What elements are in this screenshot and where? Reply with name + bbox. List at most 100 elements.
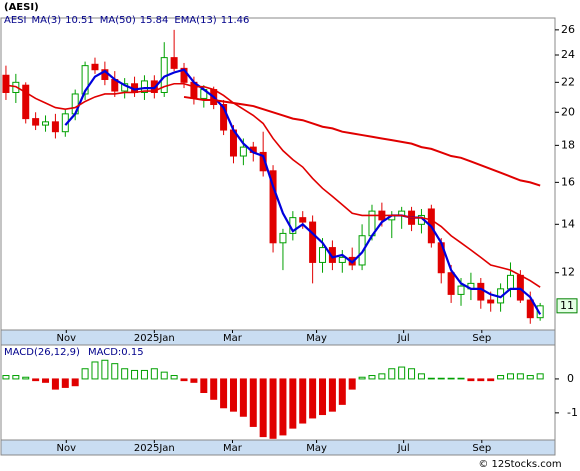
candle-body — [487, 299, 495, 304]
candle-body — [457, 285, 465, 295]
candle-body — [319, 247, 327, 263]
indicator-line — [5, 82, 541, 288]
macd-bar — [516, 373, 524, 380]
legend-text: MACD(26,12,9) — [4, 347, 80, 358]
chart-title: (AESI) — [4, 2, 39, 13]
macd-bar — [368, 375, 376, 380]
legend-text: EMA(13) — [174, 15, 216, 26]
macd-bar — [42, 378, 50, 383]
macd-bar — [140, 369, 148, 380]
macd-bar — [328, 378, 336, 412]
macd-bar — [299, 378, 307, 424]
candle-body — [180, 67, 188, 83]
macd-bar — [71, 378, 79, 387]
macd-panel — [0, 344, 556, 441]
candle-body — [42, 121, 50, 126]
candle-body — [279, 232, 287, 244]
macd-bar — [121, 368, 129, 380]
macd-bar — [447, 377, 455, 380]
macd-bar — [111, 363, 119, 380]
macd-bar — [437, 377, 445, 380]
candle-body — [239, 146, 247, 157]
legend-text: MA(50) — [100, 15, 136, 26]
macd-bar — [51, 378, 59, 390]
macd-bar — [408, 368, 416, 380]
candle-body — [477, 282, 485, 301]
y-tick-label: 14 — [561, 217, 575, 230]
x-tick-label: Nov — [57, 443, 77, 454]
x-tick-label: Mar — [223, 443, 243, 454]
candle-body — [22, 84, 30, 120]
macd-bar — [200, 378, 208, 393]
candle-body — [338, 256, 346, 263]
macd-bar — [467, 378, 475, 382]
x-tick-label: May — [306, 443, 327, 454]
price-marker-label: 11 — [560, 299, 574, 312]
macd-bar — [427, 377, 435, 380]
y-tick-label: 20 — [561, 105, 575, 118]
macd-bar — [12, 375, 20, 380]
macd-bar — [378, 373, 386, 380]
x-tick-label: 2025Jan — [134, 443, 175, 454]
macd-bar — [309, 378, 317, 419]
macd-bar — [81, 368, 89, 380]
x-tick-label: Jul — [397, 443, 410, 454]
y-tick-label: -1 — [567, 406, 578, 419]
legend-text: AESI — [4, 15, 26, 26]
macd-bar — [497, 375, 505, 380]
candle-body — [91, 63, 99, 71]
macd-bar — [131, 369, 139, 380]
macd-bar — [32, 378, 40, 382]
y-tick-label: 18 — [561, 138, 575, 151]
macd-bar — [358, 376, 366, 380]
candle-body — [269, 170, 277, 244]
x-tick-label: May — [306, 333, 327, 344]
y-tick-label: 12 — [561, 266, 575, 279]
legend-text: MA(3) — [31, 15, 61, 26]
macd-bar — [269, 378, 277, 439]
candle-body — [51, 121, 59, 133]
macd-bar — [536, 373, 544, 380]
candle-body — [32, 118, 40, 126]
watermark: © 12Stocks.com — [478, 459, 561, 470]
candle-body — [309, 221, 317, 263]
candle-body — [140, 80, 148, 93]
x-tick-label: Sep — [472, 333, 491, 344]
macd-bar — [91, 361, 99, 380]
macd-bar — [239, 378, 247, 417]
macd-bar — [160, 371, 168, 380]
macd-bar — [259, 378, 267, 438]
date-strip — [0, 439, 556, 456]
candle-body — [220, 104, 228, 131]
macd-bar — [477, 378, 485, 382]
macd-bar — [2, 375, 10, 380]
macd-bar — [417, 373, 425, 380]
candle-body — [536, 305, 544, 319]
y-tick-label: 24 — [561, 48, 575, 61]
macd-bar — [249, 378, 257, 427]
legend-text: 11.46 — [221, 15, 250, 26]
macd-bar — [457, 377, 465, 380]
y-tick-label: 16 — [561, 175, 575, 188]
y-tick-label: 22 — [561, 75, 575, 88]
x-tick-label: 2025Jan — [134, 333, 175, 344]
x-tick-label: Sep — [472, 443, 491, 454]
macd-bar — [229, 378, 237, 412]
candle-body — [2, 74, 10, 93]
macd-bar — [338, 378, 346, 405]
macd-bar — [180, 378, 188, 382]
legend-text: 15.84 — [140, 15, 169, 26]
macd-bar — [279, 378, 287, 436]
x-tick-label: Mar — [223, 333, 243, 344]
macd-bar — [210, 378, 218, 400]
macd-bar — [348, 378, 356, 390]
candle-body — [506, 274, 514, 290]
candle-body — [328, 247, 336, 263]
legend-text: 10.51 — [65, 15, 94, 26]
y-tick-label: 26 — [561, 23, 575, 36]
macd-bar — [487, 378, 495, 382]
macd-bar — [319, 378, 327, 416]
candle-body — [81, 65, 89, 95]
candle-body — [299, 217, 307, 223]
